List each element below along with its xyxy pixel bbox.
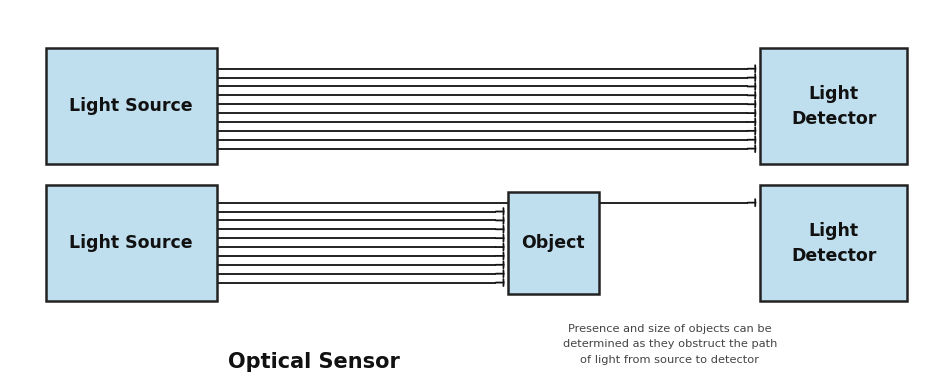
Text: Light Source: Light Source bbox=[69, 234, 193, 252]
Text: Light
Detector: Light Detector bbox=[791, 85, 876, 128]
Bar bbox=[46, 48, 217, 164]
Text: Light
Detector: Light Detector bbox=[791, 222, 876, 265]
Bar bbox=[46, 185, 217, 301]
Bar bbox=[760, 48, 907, 164]
Text: Optical Sensor: Optical Sensor bbox=[228, 352, 399, 372]
Text: Object: Object bbox=[522, 234, 585, 252]
Text: Light Source: Light Source bbox=[69, 97, 193, 115]
Bar bbox=[760, 185, 907, 301]
Text: Presence and size of objects can be
determined as they obstruct the path
of ligh: Presence and size of objects can be dete… bbox=[562, 323, 777, 365]
Bar bbox=[508, 192, 598, 294]
